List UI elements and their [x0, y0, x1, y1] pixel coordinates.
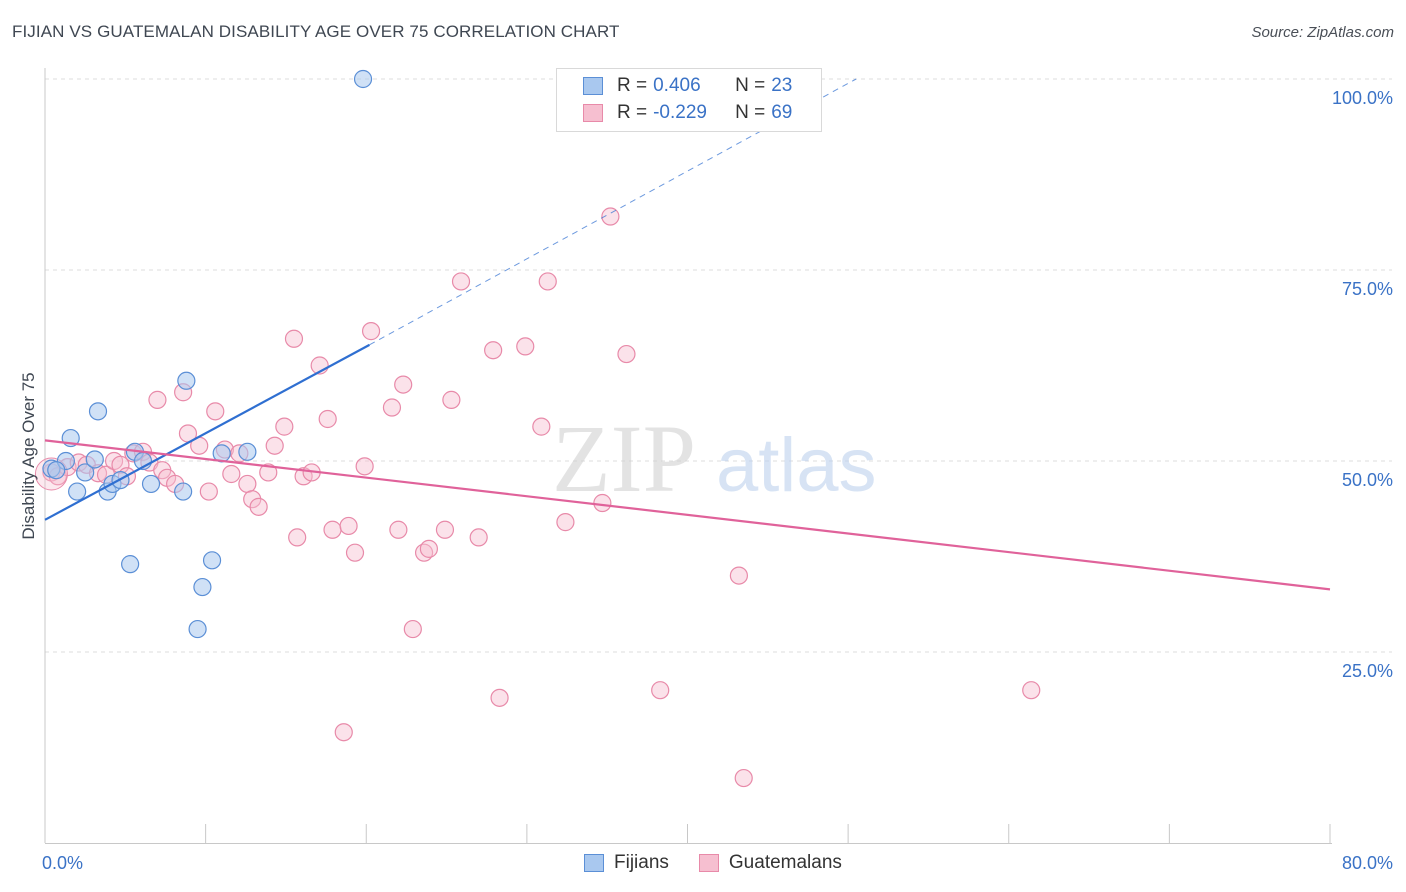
fijian-point — [202, 551, 222, 570]
watermark-zip: ZIP — [552, 405, 696, 512]
y-axis-label: Disability Age Over 75 — [19, 372, 38, 539]
y-tick-label: 75.0% — [1342, 279, 1393, 299]
chart-source: Source: ZipAtlas.com — [1251, 24, 1394, 41]
guatemalan-point — [318, 409, 337, 429]
fijian-point — [141, 474, 161, 494]
fijians-r-value: 0.406 — [653, 75, 701, 96]
guatemalan-point — [394, 375, 413, 394]
guatemalan-point — [442, 390, 461, 409]
grid-lines — [45, 78, 1392, 653]
fijians-n-value: 23 — [771, 75, 793, 96]
guatemalan-point — [199, 482, 218, 501]
guatemalan-point — [435, 520, 455, 539]
fijian-point — [193, 577, 212, 597]
fijian-point — [68, 482, 87, 501]
guatemalan-point — [556, 513, 575, 532]
series-legend: Fijians Guatemalans — [584, 852, 872, 874]
guatemalan-point — [538, 272, 557, 291]
legend-r-label: R = — [617, 75, 648, 96]
guatemalan-point — [355, 457, 374, 476]
guatemalan-point — [345, 543, 365, 562]
fijian-point — [188, 619, 207, 639]
x-tick-labels: 0.0% 80.0% — [42, 853, 1393, 873]
guatemalan-point — [389, 520, 408, 539]
legend-item-fijians: Fijians — [584, 852, 669, 874]
watermark: ZIP atlas — [552, 405, 877, 512]
fijians-swatch — [583, 77, 603, 95]
guatemalan-point — [238, 474, 257, 494]
guatemalan-point — [206, 402, 225, 421]
guatemalans-r-value: -0.229 — [653, 102, 707, 123]
guatemalan-point — [382, 398, 402, 417]
guatemalan-point — [288, 528, 307, 547]
guatemalan-point — [243, 490, 262, 509]
legend-r-label: R = — [617, 102, 648, 123]
guatemalan-point — [259, 463, 278, 482]
x-axis-ticks — [44, 824, 1331, 843]
guatemalan-point — [419, 539, 438, 558]
guatemalans-legend-label: Guatemalans — [728, 852, 842, 873]
guatemalan-point — [1022, 681, 1041, 700]
guatemalan-point — [651, 681, 670, 700]
legend-n-label: N = — [735, 102, 766, 123]
y-tick-label: 100.0% — [1332, 88, 1393, 108]
guatemalan-point — [490, 688, 509, 707]
legend-n-label: N = — [735, 75, 766, 96]
legend-row-fijians: R = 0.406 N = 23 — [583, 73, 792, 99]
guatemalan-point — [148, 390, 167, 409]
fijian-point — [177, 371, 196, 390]
fijians-legend-swatch — [584, 854, 604, 872]
legend-row-guatemalans: R = -0.229 N = 69 — [583, 100, 792, 126]
guatemalans-trend-line — [44, 439, 1331, 591]
fijian-point — [238, 442, 257, 461]
guatemalan-point — [729, 566, 749, 585]
fijian-point — [76, 463, 95, 482]
guatemalan-point — [593, 493, 612, 513]
guatemalans-n-value: 69 — [771, 102, 793, 123]
chart-title: FIJIAN VS GUATEMALAN DISABILITY AGE OVER… — [12, 22, 620, 41]
guatemalan-point — [249, 497, 268, 516]
fijians-points — [42, 69, 373, 639]
guatemalan-point — [265, 436, 284, 455]
y-tick-labels: 25.0% 50.0% 75.0% 100.0% — [1332, 88, 1393, 681]
fijians-trend-line — [44, 343, 370, 521]
guatemalan-point — [275, 417, 294, 436]
guatemalan-point — [361, 322, 381, 341]
y-tick-label: 50.0% — [1342, 470, 1393, 490]
guatemalan-point — [323, 520, 342, 539]
trend-lines — [44, 78, 1331, 591]
guatemalan-point — [484, 341, 503, 360]
x-tick-label: 80.0% — [1342, 853, 1393, 873]
fijian-point — [353, 69, 373, 89]
x-tick-label: 0.0% — [42, 853, 83, 873]
guatemalan-point — [334, 723, 353, 742]
fijian-point — [121, 555, 140, 574]
fijian-point — [47, 461, 66, 480]
guatemalan-point — [734, 768, 753, 788]
fijians-legend-label: Fijians — [614, 852, 669, 873]
guatemalan-point — [601, 207, 620, 226]
guatemalan-point — [516, 337, 535, 356]
fijian-point — [85, 450, 104, 469]
y-tick-label: 25.0% — [1342, 661, 1393, 681]
guatemalan-point — [451, 272, 471, 291]
guatemalan-point — [339, 516, 358, 536]
guatemalan-point — [469, 528, 488, 547]
guatemalans-legend-swatch — [698, 854, 719, 872]
guatemalans-swatch — [583, 104, 603, 122]
correlation-legend: R = 0.406 N = 23 R = -0.229 N = 69 — [556, 68, 822, 132]
fijian-point — [174, 482, 193, 501]
watermark-atlas: atlas — [716, 423, 877, 508]
axes — [44, 68, 1332, 844]
guatemalan-point — [617, 344, 636, 364]
guatemalan-point — [284, 329, 304, 348]
fijian-point — [88, 402, 108, 421]
guatemalan-point — [403, 619, 422, 639]
guatemalan-point — [532, 417, 551, 436]
legend-item-guatemalans: Guatemalans — [698, 852, 842, 874]
guatemalan-point — [222, 464, 241, 484]
